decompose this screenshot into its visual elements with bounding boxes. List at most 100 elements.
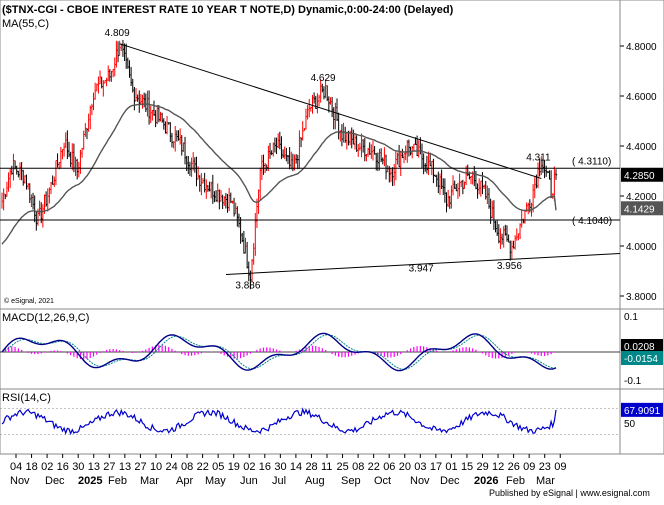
price-tick-label: 4.4000 <box>626 142 657 153</box>
x-day-label: 20 <box>399 461 411 473</box>
rsi-line <box>1 407 557 436</box>
ma-value-label-box <box>621 201 663 216</box>
annotation-label: 3.947 <box>409 263 434 274</box>
x-day-label: 14 <box>290 461 302 473</box>
price-axis-frame <box>619 0 664 310</box>
ma-value-label: 4.1429 <box>624 204 655 215</box>
x-day-label: 12 <box>492 461 504 473</box>
x-month-label: Jul <box>272 475 286 487</box>
x-day-label: 13 <box>119 461 131 473</box>
price-tick-label: 3.8000 <box>626 292 657 303</box>
rsi-value-label-box <box>621 402 663 417</box>
support-trend-line <box>225 253 621 275</box>
x-month-label: May <box>205 475 226 487</box>
x-day-label: 28 <box>305 461 317 473</box>
x-month-label: Dec <box>45 475 65 487</box>
x-day-label: 29 <box>477 461 489 473</box>
rsi-label: RSI(14,C) <box>2 392 51 404</box>
x-day-label: 17 <box>430 461 442 473</box>
x-day-label: 24 <box>166 461 178 473</box>
x-day-label: 13 <box>88 461 100 473</box>
price-tick-label: 4.8000 <box>626 42 657 53</box>
x-day-label: 03 <box>414 461 426 473</box>
x-day-label: 27 <box>103 461 115 473</box>
macd-series-layer <box>0 332 620 372</box>
x-month-label: Mar <box>536 475 555 487</box>
macd-signal-value-label-box <box>621 351 663 365</box>
x-day-label: 18 <box>26 461 38 473</box>
annotation-label: 4.311 <box>526 152 551 163</box>
macd-value-label: 0.0208 <box>624 342 655 353</box>
price-panel-frame <box>0 0 621 310</box>
x-month-label: Jun <box>240 475 258 487</box>
macd-label: MACD(12,26,9,C) <box>2 312 89 324</box>
chart-title: ($TNX-CGI - CBOE INTEREST RATE 10 YEAR T… <box>2 4 454 16</box>
x-day-label: 02 <box>243 461 255 473</box>
price-tick-label: 4.2000 <box>626 192 657 203</box>
price-tick-label: 4.6000 <box>626 92 657 103</box>
x-day-label: 19 <box>228 461 240 473</box>
x-month-label: Oct <box>374 475 391 487</box>
x-month-label: 2026 <box>474 475 498 487</box>
x-day-label: 04 <box>10 461 22 473</box>
x-day-label: 09 <box>523 461 535 473</box>
x-day-label: 05 <box>212 461 224 473</box>
annotation-label: 4.809 <box>105 28 130 39</box>
rsi-panel-frame <box>0 388 621 455</box>
x-month-label: Dec <box>440 475 460 487</box>
x-day-label: 26 <box>508 461 520 473</box>
x-day-label: 30 <box>274 461 286 473</box>
last-price-label-box <box>621 167 663 182</box>
x-day-label: 10 <box>150 461 162 473</box>
x-day-label: 16 <box>259 461 271 473</box>
annotation-label: 3.956 <box>497 261 522 272</box>
x-day-label: 09 <box>554 461 566 473</box>
rsi-value-label: 67.9091 <box>624 406 661 417</box>
rsi-series-layer <box>0 407 620 436</box>
x-month-label: Nov <box>410 475 430 487</box>
value-labels-layer: 4.2850 4.1429 0.0208-0.0154 67.9091 <box>621 167 663 417</box>
x-day-label: 11 <box>321 461 332 473</box>
macd-tick-bottom: -0.1 <box>624 376 642 387</box>
x-month-label: Feb <box>108 475 127 487</box>
price-tick-label: 4.0000 <box>626 242 657 253</box>
x-axis: 04 18 02 16 30 13 27 13 27 10 24 08 22 05 19 02 16 30 14 28… <box>10 454 567 487</box>
rsi-tick-50: 50 <box>624 419 636 430</box>
x-day-label: 06 <box>383 461 395 473</box>
x-day-label: 08 <box>181 461 193 473</box>
moving-average-line <box>1 103 557 245</box>
ma-label: MA(55,C) <box>2 18 49 30</box>
x-day-label: 25 <box>337 461 349 473</box>
macd-signal-line <box>1 334 556 370</box>
macd-panel-frame <box>0 308 621 390</box>
macd-value-label-box <box>621 339 663 353</box>
support-level-label: ( 4.1040) <box>572 216 612 227</box>
x-day-label: 22 <box>197 461 209 473</box>
last-price-label: 4.2850 <box>624 171 655 182</box>
x-month-label: Aug <box>305 475 325 487</box>
x-day-label: 30 <box>72 461 84 473</box>
price-series-layer: 4.8000 4.6000 4.4000 4.2000 4.0000 3.8000 ( 4.… <box>0 28 657 303</box>
x-day-label: 15 <box>461 461 473 473</box>
x-day-label: 02 <box>41 461 53 473</box>
copyright-text: © eSignal, 2021 <box>4 297 54 305</box>
x-month-label: Feb <box>506 475 525 487</box>
x-day-label: 27 <box>134 461 146 473</box>
x-month-label: 2025 <box>78 475 102 487</box>
macd-line <box>1 332 557 372</box>
x-day-label: 22 <box>368 461 380 473</box>
resistance-level-label: ( 4.3110) <box>572 156 611 167</box>
x-month-label: Nov <box>10 475 30 487</box>
x-month-label: Mar <box>140 475 159 487</box>
macd-tick-top: 0.1 <box>624 312 638 323</box>
x-month-label: Apr <box>176 475 193 487</box>
x-day-label: 16 <box>57 461 69 473</box>
x-day-label: 23 <box>539 461 551 473</box>
footer-text: Published by eSignal | www.esignal.com <box>489 488 650 498</box>
annotation-label: 4.629 <box>311 73 336 84</box>
macd-signal-value-label: -0.0154 <box>624 354 658 365</box>
x-day-label: 08 <box>352 461 364 473</box>
rsi-axis-frame <box>619 388 664 455</box>
